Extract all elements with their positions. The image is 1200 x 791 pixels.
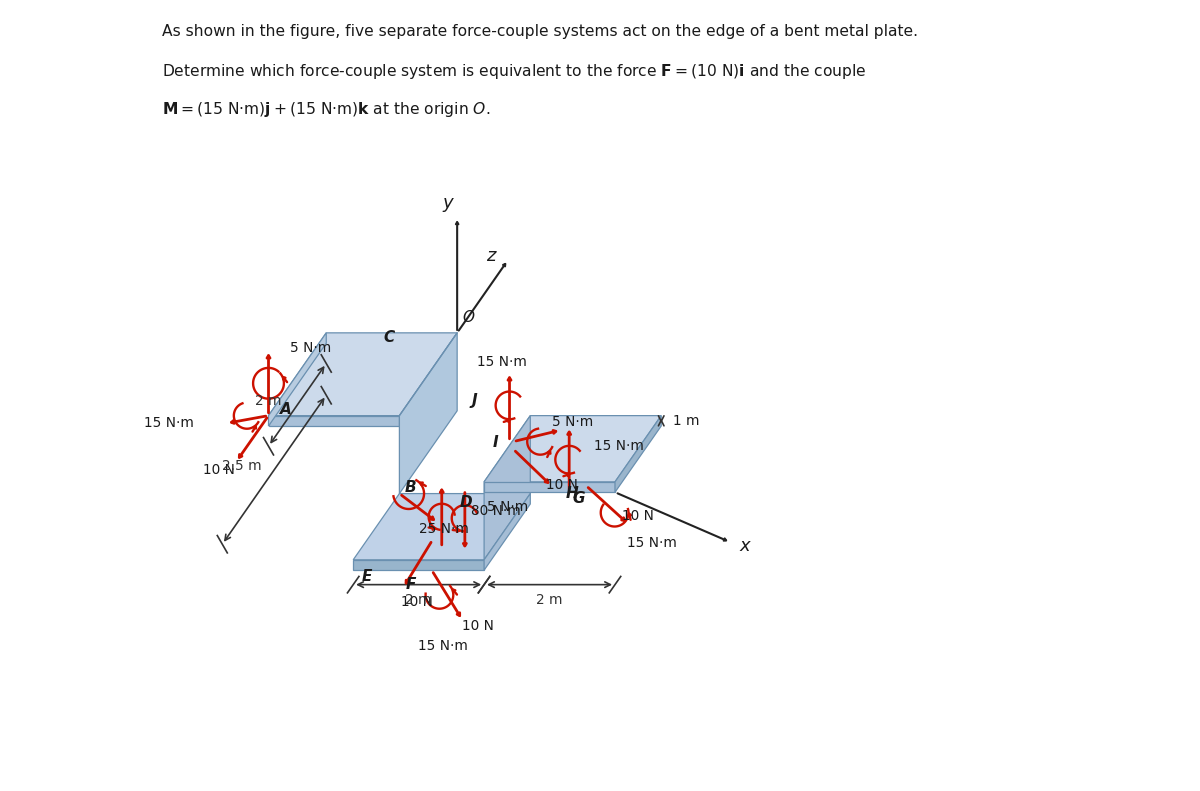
Text: 5 N·m: 5 N·m [290, 341, 331, 355]
Text: 10 N: 10 N [401, 595, 433, 608]
Text: G: G [572, 491, 584, 506]
Text: 15 N·m: 15 N·m [476, 355, 527, 369]
Polygon shape [269, 333, 326, 426]
Polygon shape [616, 415, 661, 492]
Text: 5 N·m: 5 N·m [552, 415, 593, 430]
Text: O: O [462, 310, 474, 325]
Text: 10 N: 10 N [546, 479, 578, 493]
Text: 10 N: 10 N [462, 619, 494, 633]
Text: 1 m: 1 m [672, 414, 700, 428]
Text: 5 N·m: 5 N·m [486, 501, 528, 514]
Text: $\mathbf{M} = (15\ \mathrm{N}{\cdot}\mathrm{m})\mathbf{j} + (15\ \mathrm{N}{\cdo: $\mathbf{M} = (15\ \mathrm{N}{\cdot}\mat… [162, 100, 491, 119]
Text: 15 N·m: 15 N·m [144, 416, 194, 430]
Text: B: B [406, 480, 416, 495]
Text: 2 m: 2 m [536, 593, 563, 607]
Text: J: J [472, 392, 476, 407]
Polygon shape [484, 494, 530, 570]
Polygon shape [484, 415, 661, 482]
Polygon shape [484, 415, 530, 560]
Polygon shape [353, 494, 530, 560]
Text: 15 N·m: 15 N·m [419, 638, 468, 653]
Text: F: F [406, 577, 416, 592]
Text: 10 N: 10 N [203, 463, 235, 476]
Text: x: x [739, 537, 750, 555]
Text: 2 m: 2 m [406, 593, 432, 607]
Text: 10 N: 10 N [622, 509, 654, 524]
Text: A: A [280, 402, 292, 417]
Text: As shown in the figure, five separate force-couple systems act on the edge of a : As shown in the figure, five separate fo… [162, 24, 918, 39]
Polygon shape [269, 415, 400, 426]
Text: 15 N·m: 15 N·m [626, 536, 677, 551]
Text: 2 m: 2 m [254, 394, 281, 408]
Polygon shape [484, 482, 616, 492]
Text: 25 N·m: 25 N·m [419, 522, 469, 536]
Text: z: z [486, 247, 496, 265]
Text: Determine which force-couple system is equivalent to the force $\mathbf{F} = (10: Determine which force-couple system is e… [162, 62, 866, 81]
Polygon shape [353, 560, 484, 570]
Text: C: C [384, 330, 395, 345]
Text: 2.5 m: 2.5 m [222, 459, 262, 473]
Text: 15 N·m: 15 N·m [594, 439, 643, 452]
Polygon shape [269, 333, 457, 415]
Text: 80 N·m: 80 N·m [470, 504, 521, 517]
Text: y: y [443, 195, 454, 213]
Text: D: D [460, 495, 473, 510]
Text: H: H [566, 486, 578, 501]
Polygon shape [400, 333, 457, 494]
Text: E: E [361, 570, 372, 585]
Text: I: I [493, 435, 498, 450]
